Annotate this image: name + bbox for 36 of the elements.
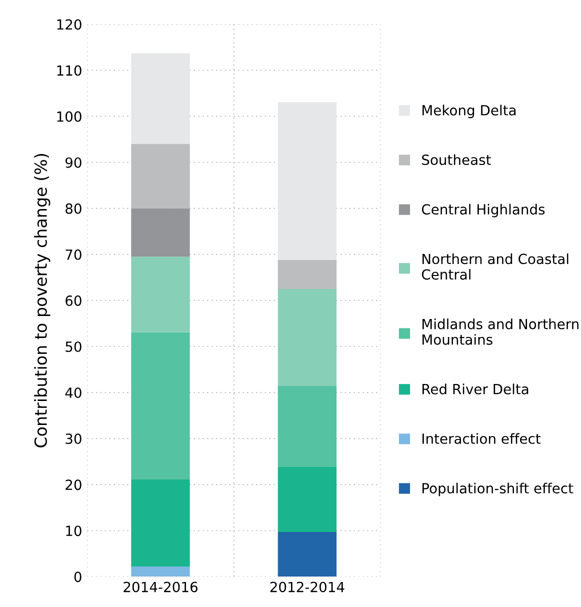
bar (278, 260, 337, 289)
y-tick-label: 50 (66, 341, 82, 352)
y-tick-label: 40 (65, 387, 82, 398)
y-tick-label: 90 (65, 157, 82, 168)
y-tick-label: 10 (66, 526, 82, 536)
y-tick-label: 0 (74, 572, 82, 582)
legend-label: Northern and Coastal Central (422, 253, 568, 280)
bar (278, 386, 337, 467)
legend-label: Southeast (422, 154, 491, 166)
y-tick-label: 30 (66, 434, 82, 444)
legend-label: Population-shift effect (422, 482, 574, 496)
y-tick-label: 60 (66, 295, 82, 306)
legend-label: Midlands and Northern Mountains (422, 318, 578, 345)
bar (131, 208, 190, 257)
bar (278, 466, 337, 532)
legend-label: Central Highlands (422, 204, 545, 218)
y-tick-label: 110 (57, 65, 82, 76)
legend-label: Red River Delta (422, 384, 528, 394)
bar (278, 288, 337, 386)
y-tick-label: 100 (57, 111, 82, 122)
x-tick-label: 2014-2016 (124, 582, 198, 592)
y-tick-label: 80 (66, 203, 82, 214)
bar (278, 102, 337, 260)
bar (131, 480, 190, 567)
legend-label: Mekong Delta (422, 104, 516, 118)
bar (131, 256, 190, 332)
bar (278, 532, 337, 577)
y-axis-title: Contribution to poverty change (%) (34, 154, 50, 448)
y-tick-label: 120 (57, 19, 82, 30)
legend-label: Interaction effect (422, 433, 541, 444)
y-tick-label: 20 (66, 480, 82, 490)
bar (131, 53, 190, 144)
bar (131, 332, 190, 480)
y-tick-label: 70 (66, 249, 82, 260)
x-tick-label: 2012-2014 (270, 582, 344, 592)
bar (131, 566, 190, 577)
